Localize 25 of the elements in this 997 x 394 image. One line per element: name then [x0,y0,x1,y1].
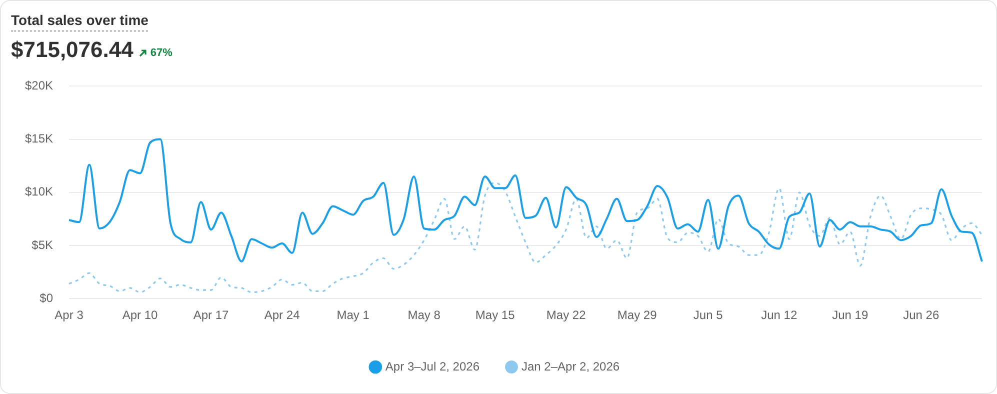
x-tick-label: May 15 [475,308,516,322]
x-tick-label: Jun 5 [693,308,724,322]
y-tick-label: $5K [32,238,54,252]
x-tick-label: May 8 [408,308,441,322]
x-tick-label: Apr 24 [264,308,300,322]
x-tick-label: Apr 3 [54,308,84,322]
x-tick-label: Apr 10 [122,308,158,322]
line-series [68,182,983,294]
x-tick-label: May 22 [546,308,586,322]
text: 67% [150,47,172,59]
line-series [68,138,983,262]
y-tick-label: $15K [24,132,54,146]
x-tick-label: Apr 17 [193,308,230,322]
y-tick-label: $20K [24,78,54,93]
y-tick-label: $0 [40,290,54,305]
legend-label: Jan 2–Apr 2, 2026 [521,359,620,374]
x-tick-label: May 29 [617,308,658,322]
x-tick-label: Jun 26 [903,308,940,322]
x-tick-label: Jun 12 [761,308,798,322]
chart-subtitle: $715,076.44 [11,37,134,63]
x-tick-label: May 1 [336,308,370,322]
legend-label: Apr 3–Jul 2, 2026 [385,359,480,374]
x-tick-label: Jun 19 [832,308,868,322]
y-tick-label: $10K [24,184,54,199]
chart-title: Total sales over time [11,12,148,32]
